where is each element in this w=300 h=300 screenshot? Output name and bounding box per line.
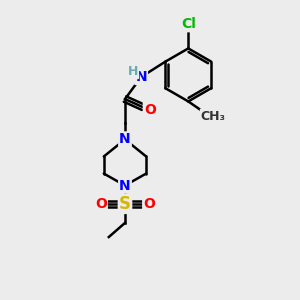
Text: O: O — [95, 197, 107, 211]
Text: N: N — [135, 70, 147, 84]
Text: Cl: Cl — [181, 17, 196, 31]
Text: N: N — [119, 132, 131, 146]
Text: O: O — [143, 197, 155, 211]
Text: CH₃: CH₃ — [201, 110, 226, 123]
Text: H: H — [128, 65, 138, 78]
Text: N: N — [119, 178, 131, 193]
Text: S: S — [119, 195, 131, 213]
Text: O: O — [144, 103, 156, 117]
